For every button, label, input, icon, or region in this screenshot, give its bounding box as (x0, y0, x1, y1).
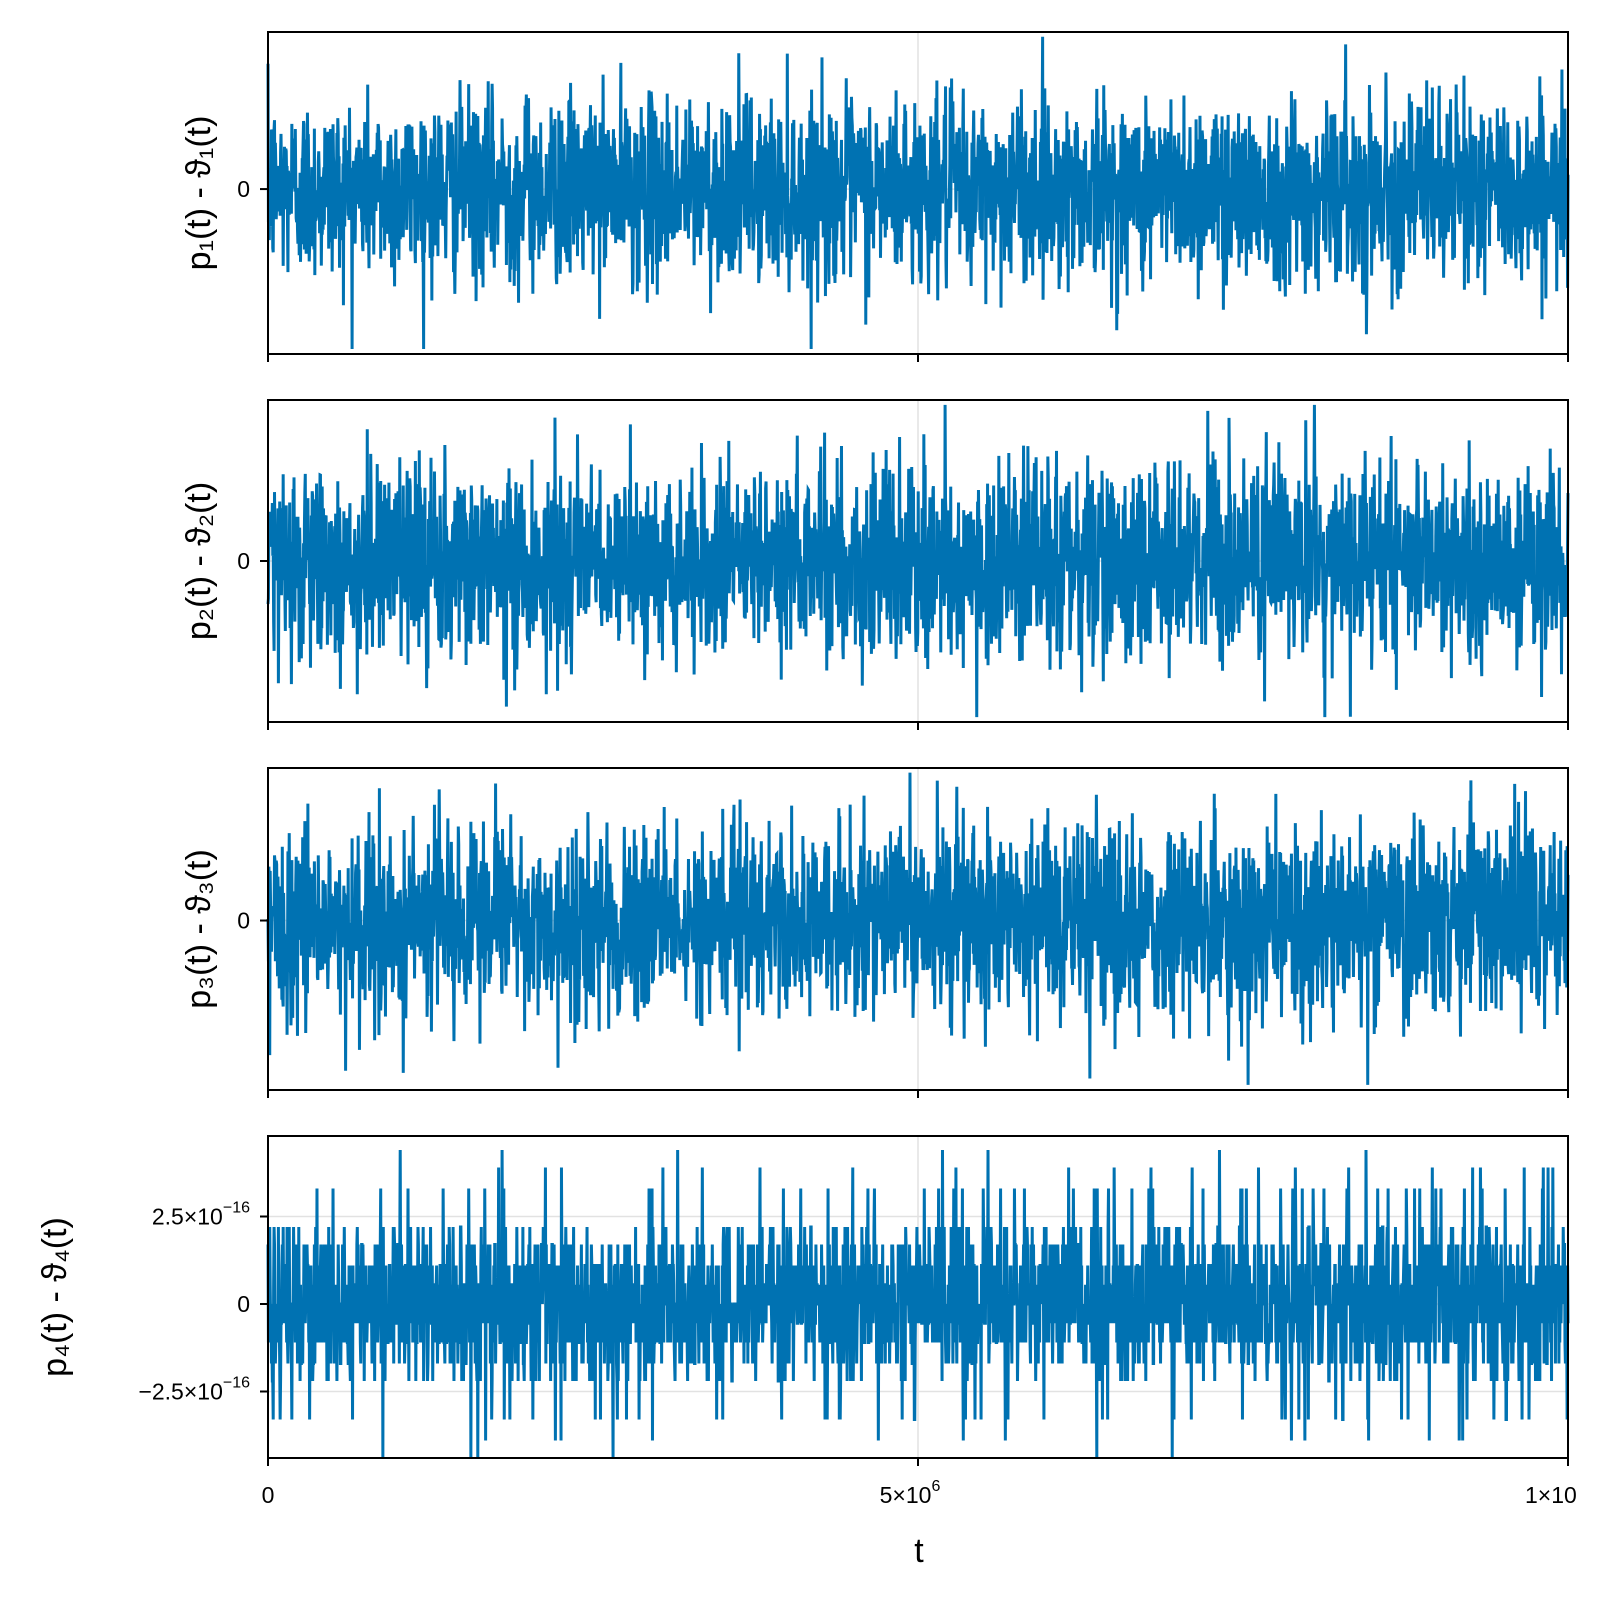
y-tick-label-base: 2.5×10 (152, 1204, 223, 1230)
x-tick-label-1e7: 1×10 (1525, 1482, 1577, 1508)
panel-3: 0 p₃(t) - ϑ₃(t) (180, 767, 1570, 1098)
panel-1: 0 p₁(t) - ϑ₁(t) (180, 31, 1570, 362)
x-axis-tick-labels: 0 5×106 1×10 (262, 1478, 1577, 1508)
series-line-3 (266, 772, 1570, 1085)
y-tick-label-base: −2.5×10 (138, 1379, 222, 1405)
y-tick-label: 0 (237, 908, 250, 934)
x-axis-title: t (914, 1532, 924, 1570)
series-line-4 (266, 1149, 1570, 1459)
y-tick-label: −2.5×10−16 (138, 1375, 250, 1405)
x-tick-label-5e6: 5×106 (880, 1478, 941, 1508)
x-tick-label-0: 0 (262, 1482, 275, 1508)
y-tick-label-exponent: −16 (223, 1200, 250, 1217)
y-tick-label: 0 (237, 176, 250, 202)
series-line-2 (266, 404, 1570, 718)
y-axis-title-3: p₃(t) - ϑ₃(t) (180, 849, 218, 1009)
y-tick-label: 0 (237, 548, 250, 574)
y-tick-label-exponent: −16 (223, 1375, 250, 1392)
y-axis-title-1: p₁(t) - ϑ₁(t) (180, 116, 218, 271)
y-tick-label: 2.5×10−16 (152, 1200, 250, 1230)
y-tick-label: 0 (237, 1291, 250, 1317)
panel-2: 0 p₂(t) - ϑ₂(t) (180, 399, 1570, 730)
y-axis-title-4: p₄(t) - ϑ₄(t) (36, 1217, 74, 1377)
series-line-1 (266, 36, 1570, 350)
y-axis-title-2: p₂(t) - ϑ₂(t) (180, 482, 218, 640)
